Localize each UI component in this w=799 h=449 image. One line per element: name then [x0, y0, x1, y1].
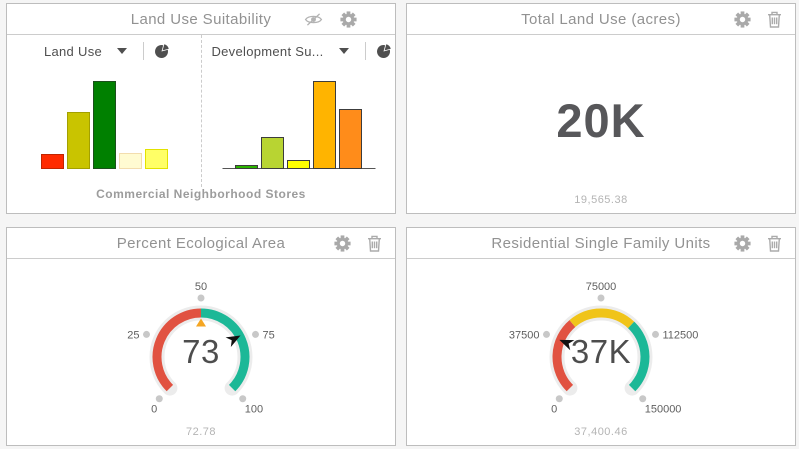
trash-icon[interactable] — [767, 235, 782, 252]
bar — [66, 112, 90, 169]
panel-title: Percent Ecological Area — [116, 234, 286, 252]
gauge-tick-dot — [555, 395, 563, 403]
caret-down-icon — [338, 48, 349, 54]
bar — [235, 165, 258, 169]
gauge-segment — [152, 308, 202, 392]
header-icon-group — [334, 228, 382, 258]
pie-chart-icon[interactable] — [154, 43, 170, 59]
development-suitability-chart-half: Development Su... — [201, 35, 395, 187]
gauge-tick-label: 112500 — [663, 329, 699, 341]
gauge-needle — [225, 335, 241, 348]
bar — [261, 137, 284, 169]
gauge-tick-label: 150000 — [645, 404, 682, 416]
gauge-tick-dot — [142, 330, 150, 338]
bars-row — [235, 81, 362, 169]
gauge-tick-label: 37500 — [509, 329, 540, 341]
gauge-needle — [559, 339, 575, 351]
development-suitability-bar-chart — [202, 67, 395, 187]
gauge-tick-dot — [155, 395, 163, 403]
panel-land-use-suitability: Land Use Suitability — [6, 3, 396, 214]
residential-units-gauge: 0 37500 75000 112500 150000 — [509, 281, 699, 416]
selector-row: Development Su... — [202, 35, 395, 67]
panel-residential-single-family-units: Residential Single Family Units — [406, 227, 796, 446]
gauge-body: 0 25 50 75 100 73 72.78 — [7, 259, 395, 445]
gear-icon[interactable] — [734, 10, 751, 28]
gauge-tick-dot — [252, 330, 260, 338]
panel-title: Residential Single Family Units — [491, 234, 711, 252]
suitability-body: Land Use — [7, 35, 395, 213]
trash-icon[interactable] — [367, 235, 382, 252]
gauge-tick-dot — [639, 395, 647, 403]
land-use-bar-chart — [7, 67, 201, 187]
panel-title: Total Land Use (acres) — [521, 10, 681, 28]
bar — [92, 81, 116, 169]
suitability-charts: Land Use — [7, 35, 395, 187]
panel-header: Land Use Suitability — [7, 4, 395, 35]
trash-icon[interactable] — [767, 11, 782, 28]
panel-header: Total Land Use (acres) — [407, 4, 795, 35]
gauge-detail-value: 37,400.46 — [574, 426, 628, 438]
gauge-tick-dot — [652, 330, 660, 338]
separator — [143, 42, 145, 60]
bar — [313, 81, 336, 169]
bar — [118, 153, 142, 169]
gauge-detail-value: 72.78 — [185, 426, 217, 438]
gauge-tick-label: 0 — [151, 404, 157, 416]
gauge-tick-label: 75 — [263, 329, 275, 341]
bars-row — [40, 81, 168, 169]
dropdown-label: Development Su... — [211, 43, 324, 59]
gauge-tick-label: 50 — [195, 281, 207, 293]
gauge-tick-dot — [597, 294, 605, 302]
panel-header: Percent Ecological Area — [7, 228, 395, 259]
separator — [364, 42, 366, 60]
gauge-tick-dot — [239, 395, 247, 403]
development-suitability-dropdown[interactable]: Development Su... — [205, 43, 354, 60]
land-use-chart-half: Land Use — [7, 35, 201, 187]
panel-title: Land Use Suitability — [130, 10, 272, 28]
gauge-segment — [552, 320, 576, 392]
chart-caption: Commercial Neighborhood Stores — [96, 187, 306, 201]
bar — [287, 160, 310, 169]
indicator-detail-value: 19,565.38 — [574, 194, 628, 206]
gauge-body: 0 37500 75000 112500 150000 37K 37,400.46 — [407, 259, 795, 445]
bar — [40, 154, 64, 169]
header-icon-group — [303, 4, 357, 34]
bar — [144, 149, 168, 169]
dropdown-label: Land Use — [43, 43, 103, 59]
gear-icon[interactable] — [340, 10, 357, 28]
header-icon-group — [734, 4, 782, 34]
indicator-body: 20K 19,565.38 — [407, 35, 795, 213]
header-icon-group — [734, 228, 782, 258]
panel-total-land-use: Total Land Use (acres) — [406, 3, 796, 214]
bar — [339, 109, 362, 169]
gauge-segment — [200, 308, 250, 392]
indicator-value: 20K — [556, 93, 646, 147]
gear-icon[interactable] — [734, 234, 751, 252]
gauge-tick-label: 25 — [127, 329, 139, 341]
gauge-tick-label: 75000 — [586, 281, 617, 293]
panel-header: Residential Single Family Units — [407, 228, 795, 259]
gauge-tick-label: 100 — [245, 404, 263, 416]
pie-chart-icon[interactable] — [376, 43, 392, 59]
eye-off-icon[interactable] — [303, 12, 324, 27]
gauge-segment — [569, 308, 635, 329]
land-use-dropdown[interactable]: Land Use — [38, 43, 133, 60]
gauge-segment — [627, 321, 650, 392]
gauge-tick-dot — [197, 294, 205, 302]
caret-down-icon — [117, 48, 128, 54]
gauge-tick-label: 0 — [551, 404, 557, 416]
gear-icon[interactable] — [334, 234, 351, 252]
threshold-marker — [196, 318, 206, 327]
panel-percent-ecological-area: Percent Ecological Area — [6, 227, 396, 446]
percent-ecological-gauge: 0 25 50 75 100 — [127, 281, 275, 416]
selector-row: Land Use — [7, 35, 201, 67]
gauge-tick-dot — [542, 330, 550, 338]
